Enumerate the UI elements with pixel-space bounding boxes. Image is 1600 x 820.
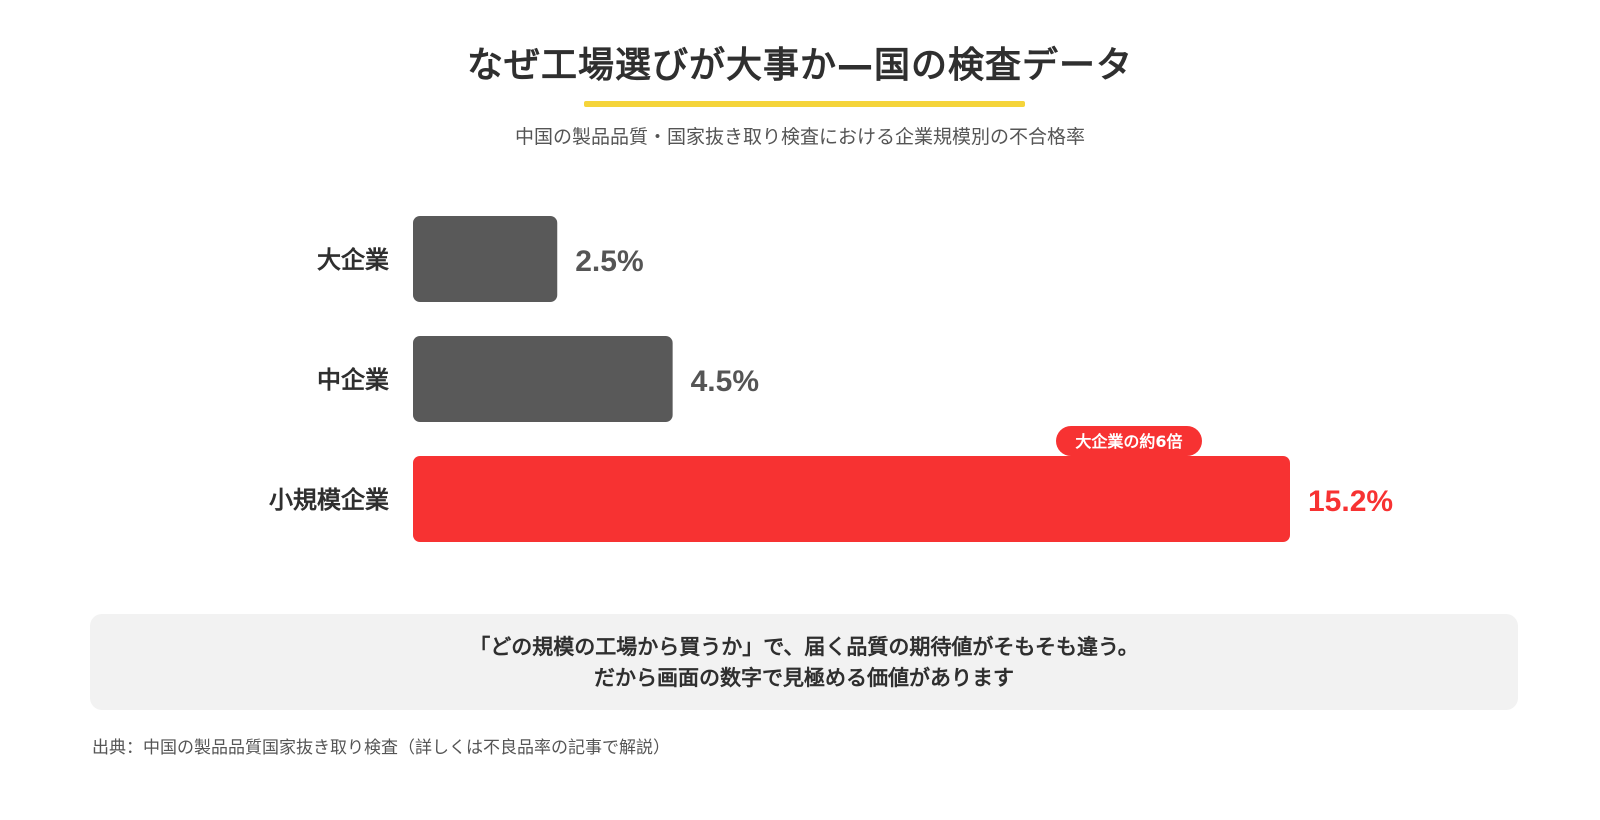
- annotation-text: 大企業の約6倍: [1075, 432, 1182, 451]
- value-label-1: 4.5%: [691, 365, 759, 398]
- category-label-1: 中企業: [317, 366, 389, 394]
- annotation-badge: [1056, 426, 1202, 456]
- note-box: 「どの規模の工場から買うか」で、届く品質の期待値がそもそも違う。 だから画面の数…: [90, 614, 1518, 710]
- bar-0: [413, 216, 558, 302]
- bar-2: [413, 456, 1290, 542]
- bar-chart: 大企業 2.5% 中企業 4.5% 小規模企業 15.2% 大企業の約6倍: [269, 216, 1393, 542]
- category-label-0: 大企業: [317, 246, 389, 274]
- chart-subtitle: 中国の製品品質・国家抜き取り検査における企業規模別の不合格率: [514, 126, 1085, 148]
- chart-title: なぜ工場選びが大事か—国の検査データ: [466, 45, 1133, 86]
- value-label-0: 2.5%: [575, 245, 643, 278]
- source-note: 出典：中国の製品品質国家抜き取り検査（詳しくは不良品率の記事で解説）: [92, 738, 670, 758]
- value-label-2: 15.2%: [1308, 485, 1393, 518]
- note-line-1: 「どの規模の工場から買うか」で、届く品質の期待値がそもそも違う。: [469, 635, 1139, 659]
- bar-1: [413, 336, 673, 422]
- category-label-2: 小規模企業: [269, 486, 389, 514]
- note-line-2: だから画面の数字で見極める価値があります: [594, 666, 1014, 690]
- title-underline: [584, 101, 1025, 107]
